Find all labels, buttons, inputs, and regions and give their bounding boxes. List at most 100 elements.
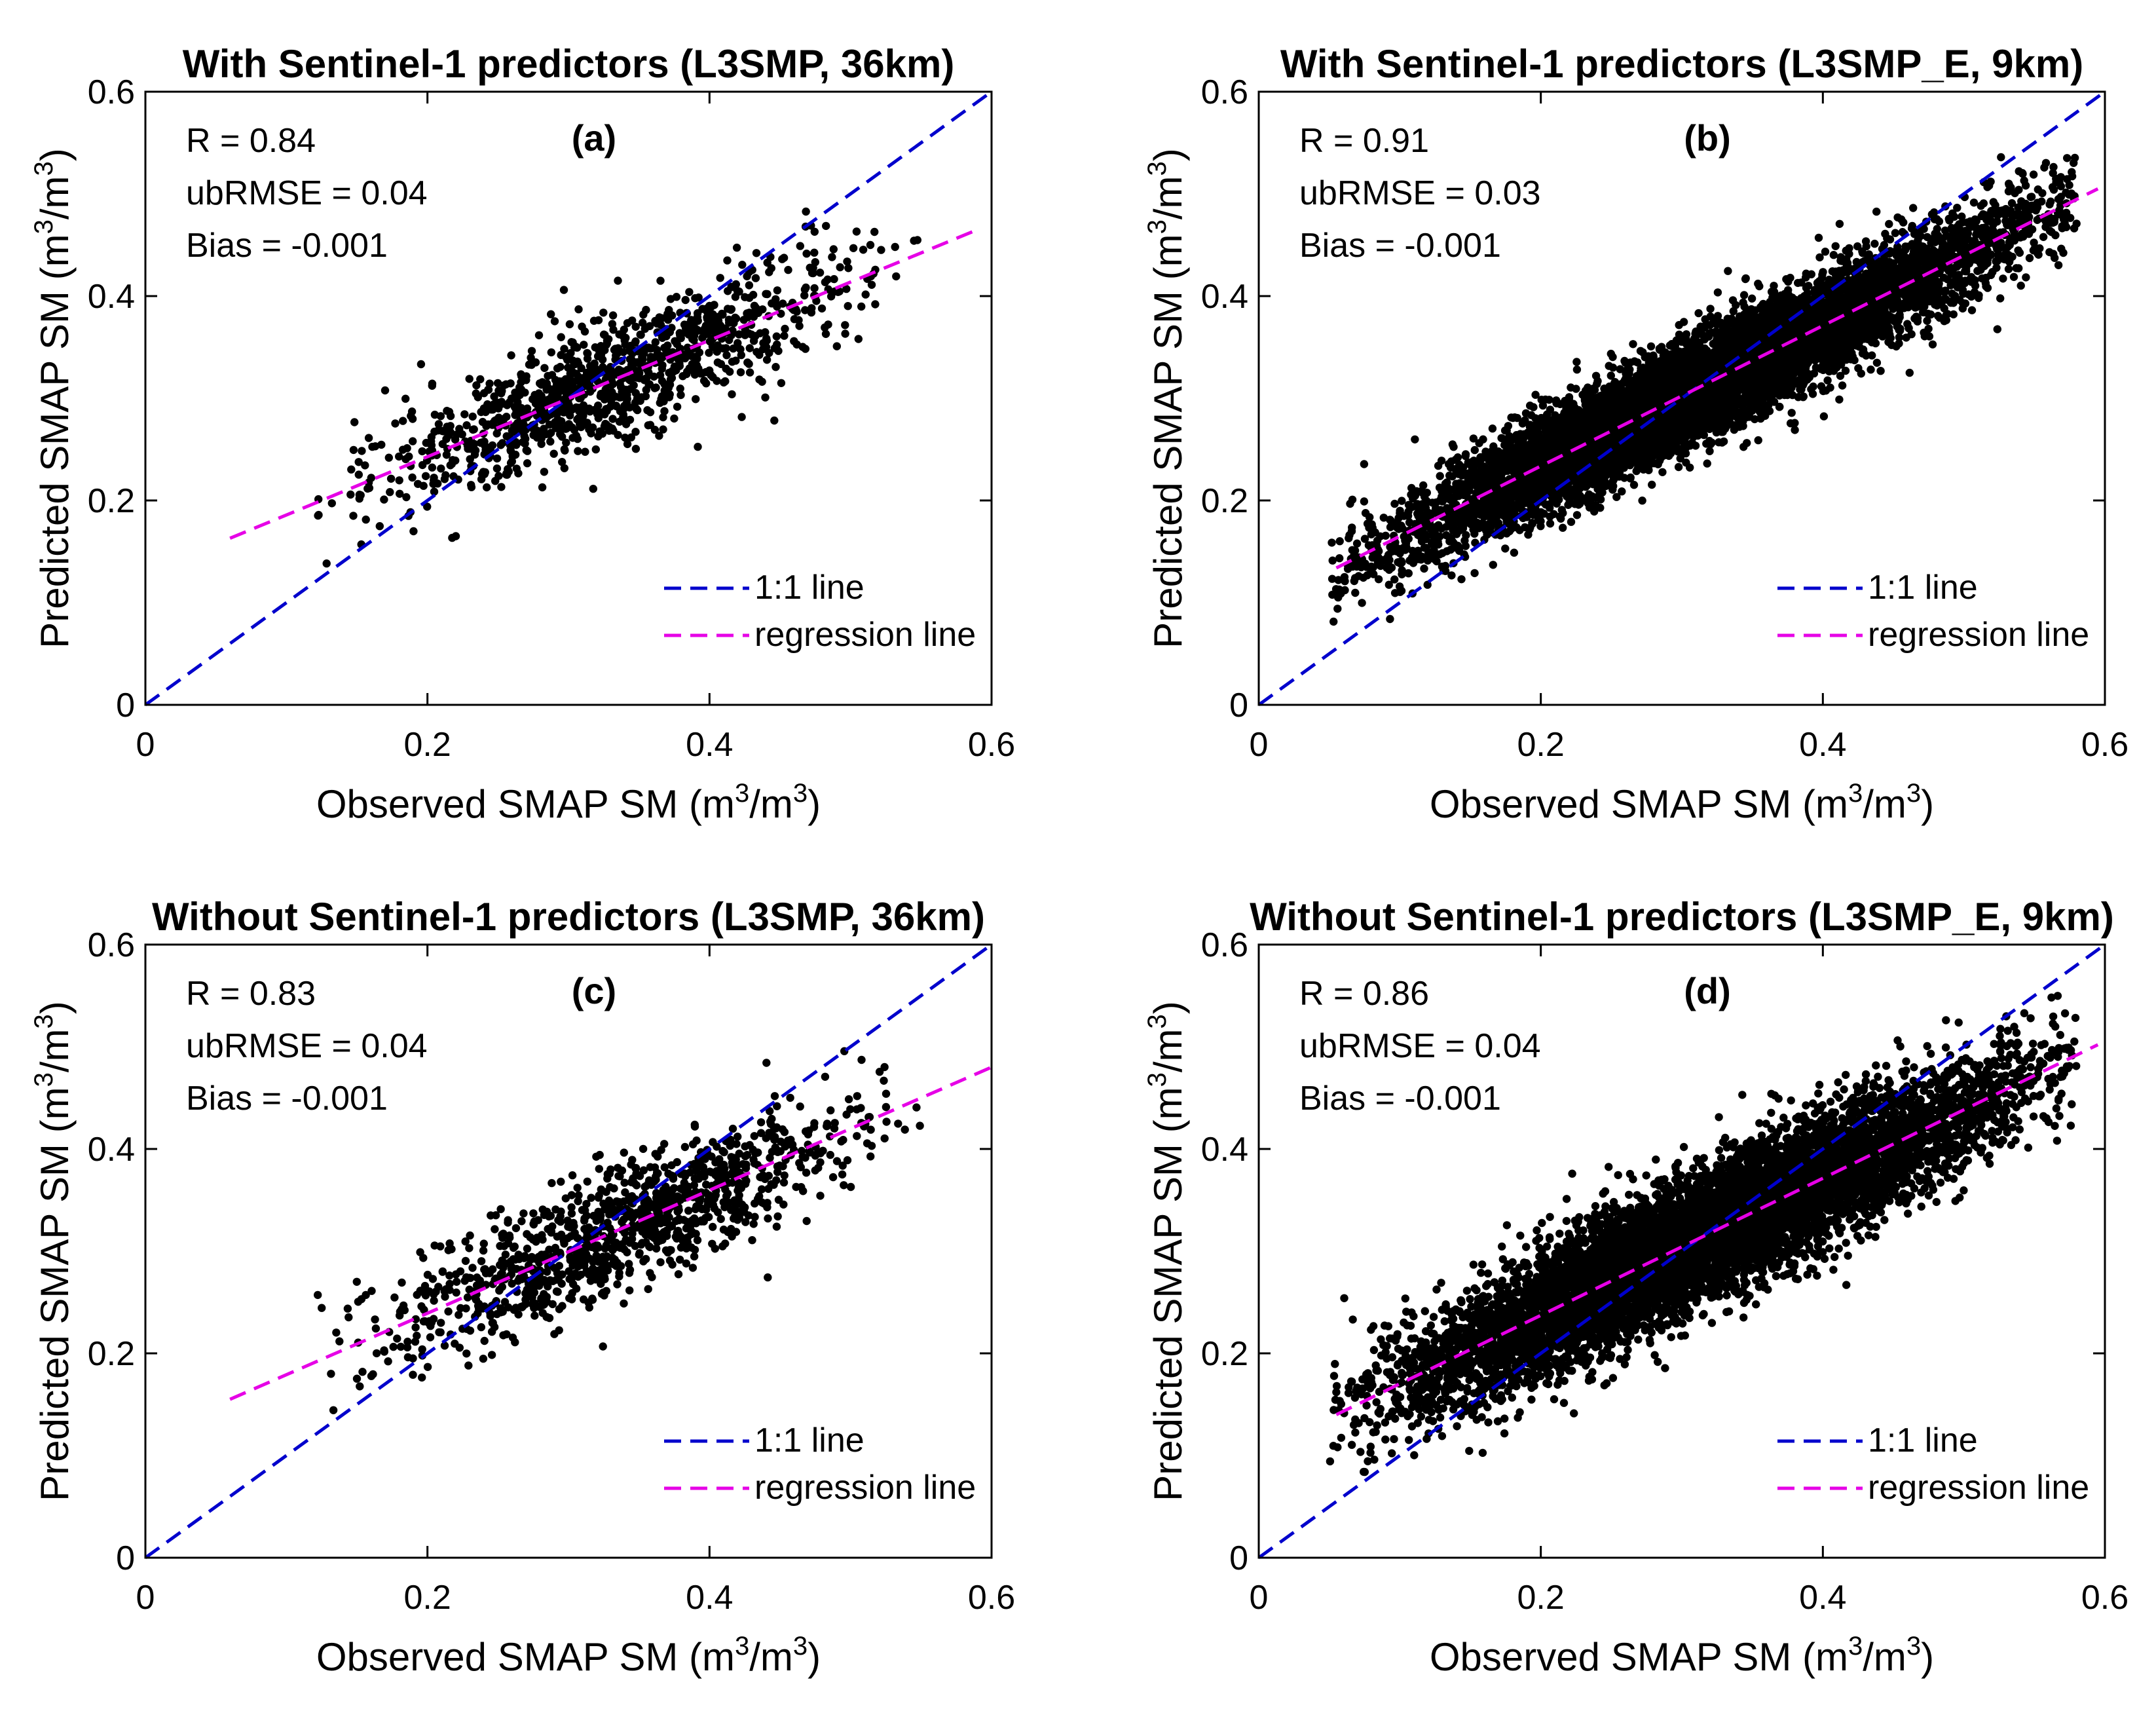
data-point [1724,267,1732,275]
data-point [745,281,754,290]
data-point [705,348,713,357]
data-point [631,428,640,436]
data-point [1489,561,1497,569]
data-point [777,309,785,318]
data-point [1658,468,1667,476]
data-point [807,308,816,317]
data-point [745,368,754,377]
data-point [547,348,555,357]
data-point [761,393,770,402]
data-point [497,483,506,491]
data-point [540,468,549,476]
data-point [685,288,694,296]
data-point [589,485,597,493]
x-tick-label: 0.6 [968,726,1015,764]
data-point [722,364,730,373]
data-point [1829,251,1838,259]
data-point [608,424,616,433]
data-point [545,430,553,439]
data-point [725,335,734,345]
data-point [409,437,417,445]
data-point [625,375,633,384]
data-point [694,442,702,451]
data-point [347,465,356,474]
data-point [562,438,570,447]
data-point [1629,340,1637,348]
data-point [541,414,550,423]
data-point [696,369,705,378]
data-point [801,345,810,353]
data-point [434,420,443,428]
data-point [1457,575,1466,584]
data-point [655,313,663,322]
data-point [728,358,737,366]
data-point [1328,538,1336,547]
data-point [581,447,589,456]
data-point [384,453,393,462]
data-point [544,371,552,381]
data-point [710,321,718,329]
data-point [683,367,692,376]
data-point [598,355,607,364]
data-point [732,314,741,323]
data-point [2025,254,2034,263]
data-point [643,406,652,415]
data-point [523,459,532,468]
data-point [477,475,486,483]
data-point [428,379,437,388]
data-point [553,392,562,400]
data-point [502,413,511,421]
data-point [446,422,455,430]
data-point [800,285,809,294]
data-point [718,310,727,319]
data-point [585,404,593,413]
data-point [511,411,519,419]
data-point [574,305,583,314]
data-point [556,362,565,371]
data-point [1791,426,1799,434]
data-point [1333,605,1342,613]
data-point [502,380,510,388]
data-point [770,344,779,352]
data-point [753,348,761,356]
data-point [736,345,745,354]
data-point [822,221,830,231]
data-point [651,338,660,347]
data-point [437,464,445,473]
data-point [467,481,475,489]
data-point [530,396,539,405]
data-point [675,359,684,367]
data-point [327,499,336,508]
data-point [465,375,474,383]
data-point [350,418,359,426]
data-point [713,377,721,385]
data-point [752,303,760,312]
data-point [631,445,641,453]
data-point [608,415,617,423]
data-point [631,337,640,346]
data-point [737,413,746,421]
data-point [1572,511,1582,519]
data-point [745,344,754,352]
data-point [608,320,617,328]
data-point [346,490,355,499]
data-point [368,442,377,451]
data-point [659,425,667,434]
data-point [517,404,526,413]
data-point [1501,544,1510,553]
data-point [1335,537,1344,546]
data-point [866,240,875,250]
data-point [361,461,369,470]
data-point [1385,580,1393,589]
data-point [512,441,521,449]
data-point [354,458,363,466]
data-point [1835,219,1844,228]
data-point [633,405,642,415]
data-point [468,425,477,434]
data-point [859,246,868,254]
data-point [463,442,472,450]
data-point [755,375,764,384]
data-point [739,316,749,324]
data-point [362,516,370,524]
data-point [595,427,604,436]
